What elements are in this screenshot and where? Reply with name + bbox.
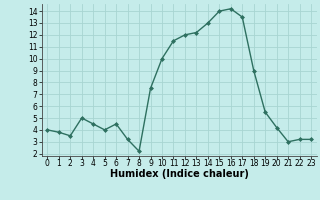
X-axis label: Humidex (Indice chaleur): Humidex (Indice chaleur)	[110, 169, 249, 179]
